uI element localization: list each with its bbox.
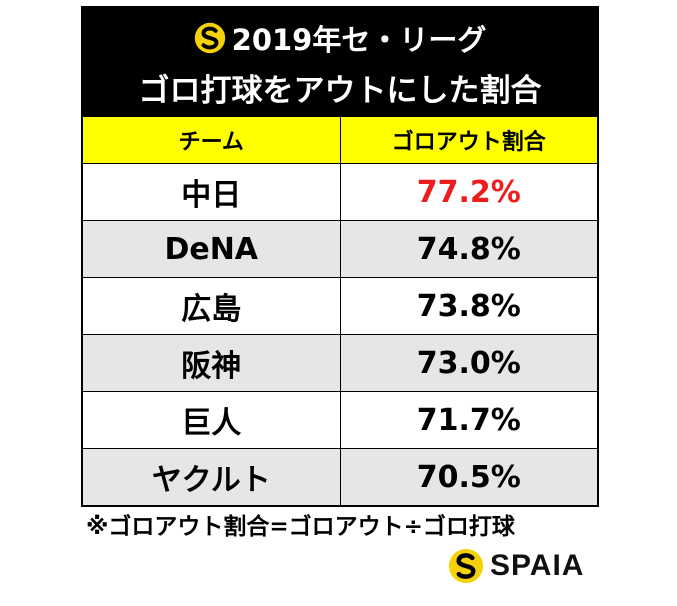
brand-name: SPAIA <box>490 549 585 582</box>
ground-out-rate-table: チーム ゴロアウト割合 中日 77.2% DeNA 74.8% 広島 73.8%… <box>83 116 597 505</box>
team-cell: ヤクルト <box>83 448 340 505</box>
rate-cell: 73.0% <box>339 334 597 392</box>
rate-cell: 73.8% <box>339 277 597 335</box>
title-line-2: ゴロ打球をアウトにした割合 <box>138 72 542 109</box>
team-cell: 巨人 <box>83 391 340 449</box>
spaia-logo-icon <box>194 22 225 54</box>
rate-cell: 71.7% <box>339 391 597 449</box>
table-row: 巨人 71.7% <box>83 391 597 449</box>
table-row: 中日 77.2% <box>83 163 597 221</box>
table-row: DeNA 74.8% <box>83 220 597 278</box>
rate-cell: 70.5% <box>339 448 597 505</box>
table-row: 阪神 73.0% <box>83 334 597 392</box>
team-cell: 広島 <box>83 277 340 335</box>
rate-cell: 74.8% <box>339 220 597 278</box>
title-block: 2019年セ・リーグ ゴロ打球をアウトにした割合 <box>83 8 597 116</box>
column-header-team: チーム <box>83 116 340 164</box>
table-row: 広島 73.8% <box>83 277 597 335</box>
table-row: ヤクルト 70.5% <box>83 448 597 505</box>
table-header-row: チーム ゴロアウト割合 <box>83 116 597 164</box>
spaia-logo-icon <box>448 548 484 584</box>
team-cell: DeNA <box>83 220 340 278</box>
column-header-rate: ゴロアウト割合 <box>339 116 597 164</box>
footnote: ※ゴロアウト割合=ゴロアウト÷ゴロ打球 <box>86 514 515 540</box>
rate-cell: 77.2% <box>339 163 597 221</box>
brand-mark: SPAIA <box>448 546 584 586</box>
title-line-1: 2019年セ・リーグ <box>83 18 597 58</box>
title-text-line-1: 2019年セ・リーグ <box>231 23 487 57</box>
team-cell: 中日 <box>83 163 340 221</box>
ranking-card: 2019年セ・リーグ ゴロ打球をアウトにした割合 チーム ゴロアウト割合 中日 … <box>81 6 599 507</box>
team-cell: 阪神 <box>83 334 340 392</box>
